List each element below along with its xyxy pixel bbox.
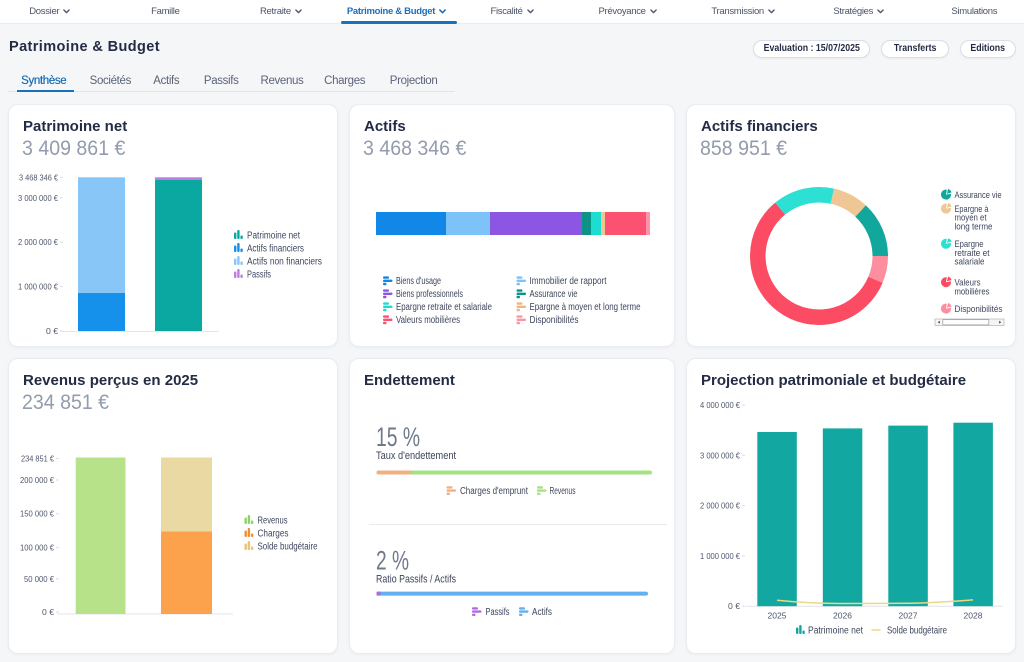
svg-text:0 €: 0 € <box>728 601 740 611</box>
svg-text:3 000 000 €: 3 000 000 € <box>18 193 58 203</box>
svg-text:Disponibilités: Disponibilités <box>530 315 579 326</box>
svg-text:Biens professionnels: Biens professionnels <box>396 289 463 300</box>
svg-text:Actifs financiers: Actifs financiers <box>247 244 304 255</box>
svg-text:Assurance vie: Assurance vie <box>530 289 578 300</box>
svg-text:4 000 000 €: 4 000 000 € <box>700 400 740 410</box>
svg-text:retraite et: retraite et <box>955 248 990 259</box>
svg-text:2027: 2027 <box>899 611 918 621</box>
svg-text:200 000 €: 200 000 € <box>20 475 54 485</box>
svg-text:3 000 000 €: 3 000 000 € <box>700 450 740 460</box>
svg-text:Passifs: Passifs <box>247 270 271 281</box>
svg-text:2025: 2025 <box>768 611 787 621</box>
svg-text:Assurance vie: Assurance vie <box>955 190 1002 201</box>
svg-text:Actifs non financiers: Actifs non financiers <box>247 257 322 268</box>
svg-text:15 %: 15 % <box>376 422 420 452</box>
svg-text:Revenus: Revenus <box>258 516 288 527</box>
svg-text:2 000 000 €: 2 000 000 € <box>18 237 58 247</box>
svg-text:Epargne: Epargne <box>955 239 984 250</box>
svg-text:Taux d'endettement: Taux d'endettement <box>376 450 456 462</box>
svg-text:50 000 €: 50 000 € <box>24 574 54 584</box>
svg-text:100 000 €: 100 000 € <box>20 543 54 553</box>
svg-text:2 000 000 €: 2 000 000 € <box>700 501 740 511</box>
svg-text:salariale: salariale <box>955 257 985 268</box>
svg-text:Valeurs: Valeurs <box>955 278 981 289</box>
svg-text:2026: 2026 <box>833 611 852 621</box>
svg-text:Charges: Charges <box>258 529 289 540</box>
svg-text:Epargne à moyen et long terme: Epargne à moyen et long terme <box>530 302 641 313</box>
svg-text:0 €: 0 € <box>46 326 58 336</box>
svg-text:Passifs: Passifs <box>486 607 510 618</box>
svg-text:Valeurs mobilières: Valeurs mobilières <box>396 315 460 326</box>
svg-text:Solde budgétaire: Solde budgétaire <box>887 626 947 637</box>
svg-text:0 €: 0 € <box>42 607 54 617</box>
svg-text:Solde budgétaire: Solde budgétaire <box>258 542 318 553</box>
svg-text:Actifs: Actifs <box>532 607 552 618</box>
svg-text:long terme: long terme <box>955 221 993 232</box>
svg-text:Charges d'emprunt: Charges d'emprunt <box>460 486 528 497</box>
svg-text:Biens d'usage: Biens d'usage <box>396 276 441 287</box>
svg-text:Ratio Passifs / Actifs: Ratio Passifs / Actifs <box>376 574 456 586</box>
svg-text:234 851 €: 234 851 € <box>21 454 54 464</box>
svg-text:Epargne retraite et salariale: Epargne retraite et salariale <box>396 302 492 313</box>
svg-text:150 000 €: 150 000 € <box>20 509 54 519</box>
svg-text:2 %: 2 % <box>376 546 409 576</box>
svg-text:Immobilier de rapport: Immobilier de rapport <box>530 276 607 287</box>
svg-text:moyen et: moyen et <box>955 213 987 224</box>
svg-text:mobilières: mobilières <box>955 286 990 297</box>
svg-text:Patrimoine net: Patrimoine net <box>247 231 300 242</box>
svg-text:1 000 000 €: 1 000 000 € <box>700 551 740 561</box>
svg-text:Disponibilités: Disponibilités <box>955 304 1003 315</box>
svg-text:1 000 000 €: 1 000 000 € <box>18 282 58 292</box>
svg-text:2028: 2028 <box>964 611 983 621</box>
svg-text:Revenus: Revenus <box>550 486 576 497</box>
svg-text:Epargne à: Epargne à <box>955 204 990 215</box>
svg-text:Patrimoine net: Patrimoine net <box>808 626 863 637</box>
svg-text:3 468 346 €: 3 468 346 € <box>19 172 58 182</box>
